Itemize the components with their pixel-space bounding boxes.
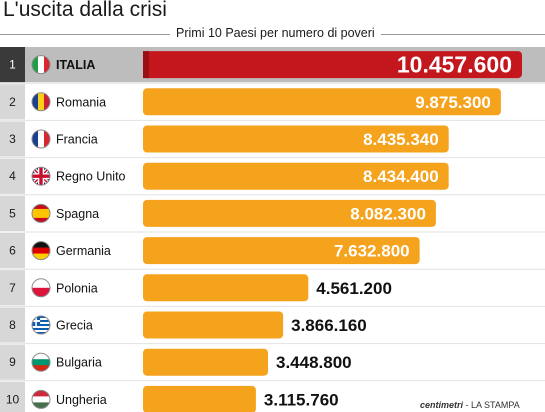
flag-italy-icon [31, 55, 51, 75]
bar [143, 51, 522, 79]
bar [143, 348, 268, 376]
category-label: Bulgaria [56, 356, 102, 370]
rank-label: 9 [9, 355, 16, 369]
rank-cell [0, 158, 25, 194]
rank-cell [0, 233, 25, 269]
chart-title: L'uscita dalla crisi [3, 0, 167, 21]
rank-cell [0, 381, 25, 412]
rank-cell [0, 84, 25, 120]
rank-cell [0, 270, 25, 306]
category-label: Romania [56, 95, 106, 109]
rank-cell [0, 344, 25, 380]
bar [143, 162, 449, 190]
rank-label: 5 [9, 206, 16, 220]
credit-source: LA STAMPA [471, 400, 520, 410]
flag-france-icon [31, 129, 51, 149]
category-label: Germania [56, 244, 111, 258]
rank-label: 2 [9, 95, 16, 109]
value-label: 3.115.760 [264, 390, 339, 409]
bar [143, 385, 256, 412]
value-label: 7.632.800 [334, 242, 410, 261]
category-label: Ungheria [56, 393, 107, 407]
value-label: 9.875.300 [415, 93, 491, 112]
rank-cell [0, 195, 25, 231]
bar [143, 274, 309, 302]
credit-line: centimetri - LA STAMPA [420, 400, 520, 410]
flag-greece-icon [31, 315, 51, 335]
rank-label: 10 [6, 392, 20, 406]
value-label: 8.435.340 [363, 130, 439, 149]
bar [143, 88, 501, 116]
flag-romania-icon [31, 92, 51, 112]
bar [143, 125, 449, 153]
flag-spain-icon [31, 203, 51, 223]
category-label: Regno Unito [56, 170, 126, 184]
category-label: Grecia [56, 319, 93, 333]
category-label: Spagna [56, 207, 99, 221]
flag-bulgaria-icon [31, 352, 51, 372]
bar [143, 199, 436, 227]
value-label: 3.448.800 [276, 353, 352, 372]
rank-label: 7 [9, 281, 16, 295]
rank-label: 1 [9, 58, 16, 72]
value-label: 4.561.200 [316, 279, 392, 298]
flag-hungary-icon [31, 389, 51, 409]
bar-accent [143, 51, 149, 79]
rank-cell [0, 47, 25, 83]
credit-brand: centimetri [420, 400, 464, 410]
flag-poland-icon [31, 278, 51, 298]
category-label: Francia [56, 133, 98, 147]
value-label: 10.457.600 [397, 52, 512, 78]
bar [143, 237, 420, 265]
rank-cell [0, 307, 25, 343]
flag-uk-icon [31, 166, 51, 186]
value-label: 3.866.160 [291, 316, 367, 335]
chart-subtitle: Primi 10 Paesi per numero di poveri [170, 26, 381, 40]
rank-label: 3 [9, 132, 16, 146]
value-label: 8.082.300 [350, 204, 426, 223]
rank-label: 8 [9, 318, 16, 332]
rank-label: 6 [9, 244, 16, 258]
value-label: 8.434.400 [363, 167, 439, 186]
category-label: Polonia [56, 281, 98, 295]
bar [143, 311, 284, 339]
flag-germany-icon [31, 241, 51, 261]
category-label: ITALIA [56, 58, 95, 72]
rank-cell [0, 121, 25, 157]
rank-label: 4 [9, 169, 16, 183]
